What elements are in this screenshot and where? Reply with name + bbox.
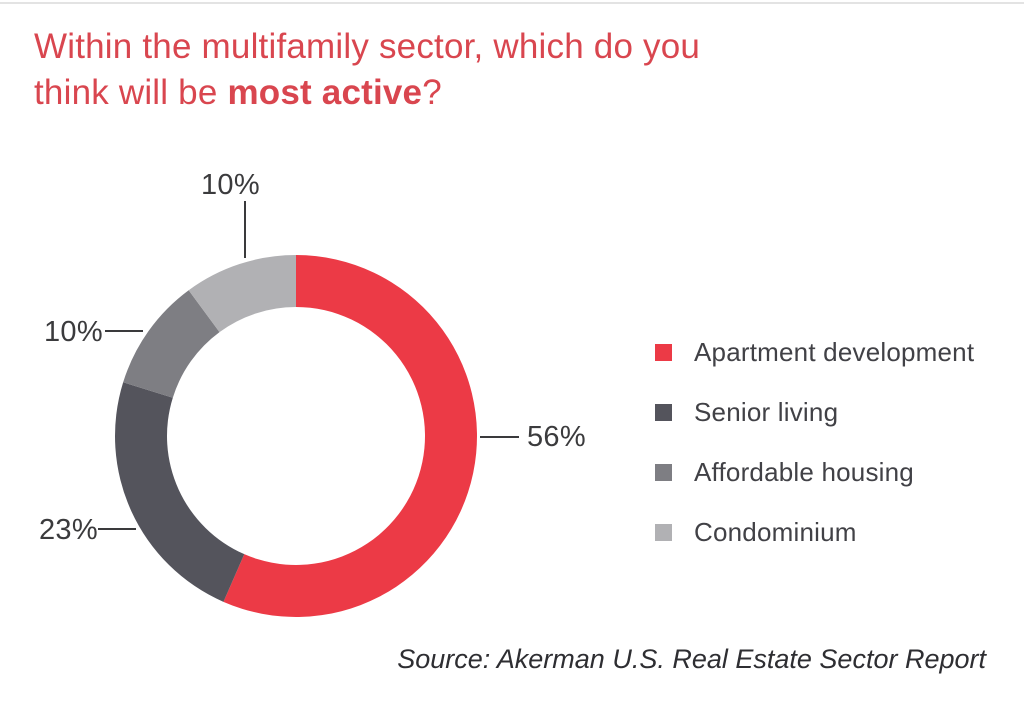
callout-line-senior-living bbox=[98, 528, 136, 530]
callout-line-affordable-housing bbox=[105, 330, 143, 332]
title-line2-prefix: think will be bbox=[34, 73, 228, 112]
legend-swatch-affordable-housing bbox=[655, 464, 672, 481]
legend-label-condominium: Condominium bbox=[694, 517, 857, 547]
legend-item-affordable-housing: Affordable housing bbox=[655, 457, 974, 488]
donut-segment-senior-living bbox=[114, 382, 245, 602]
title-emphasis: most active bbox=[227, 73, 423, 112]
legend-item-apartment-development: Apartment development bbox=[655, 337, 974, 368]
legend-swatch-senior-living bbox=[655, 404, 672, 421]
donut-segment-affordable-housing bbox=[123, 290, 220, 398]
legend-swatch-apartment-development bbox=[655, 344, 672, 361]
data-label-senior-living: 23% bbox=[39, 514, 98, 546]
donut-chart bbox=[114, 255, 477, 617]
callout-line-apartment bbox=[480, 436, 519, 438]
donut-segment-condominium bbox=[188, 255, 296, 333]
legend-item-senior-living: Senior living bbox=[655, 397, 974, 428]
data-label-condominium: 10% bbox=[201, 169, 260, 201]
legend-label-senior-living: Senior living bbox=[694, 397, 839, 427]
page-title: Within the multifamily sector, which do … bbox=[34, 24, 894, 116]
callout-line-condominium bbox=[244, 201, 246, 258]
title-line1: Within the multifamily sector, which do … bbox=[34, 27, 701, 66]
legend: Apartment development Senior living Affo… bbox=[655, 337, 974, 548]
legend-label-apartment-development: Apartment development bbox=[694, 337, 975, 367]
donut-segment-apartment-development bbox=[223, 255, 477, 617]
title-line2-suffix: ? bbox=[422, 73, 442, 112]
top-divider bbox=[0, 2, 1024, 4]
data-label-affordable-housing: 10% bbox=[44, 316, 103, 348]
legend-swatch-condominium bbox=[655, 524, 672, 541]
data-label-apartment: 56% bbox=[527, 421, 586, 453]
legend-item-condominium: Condominium bbox=[655, 517, 974, 548]
legend-label-affordable-housing: Affordable housing bbox=[694, 457, 914, 487]
source-attribution: Source: Akerman U.S. Real Estate Sector … bbox=[397, 644, 986, 674]
